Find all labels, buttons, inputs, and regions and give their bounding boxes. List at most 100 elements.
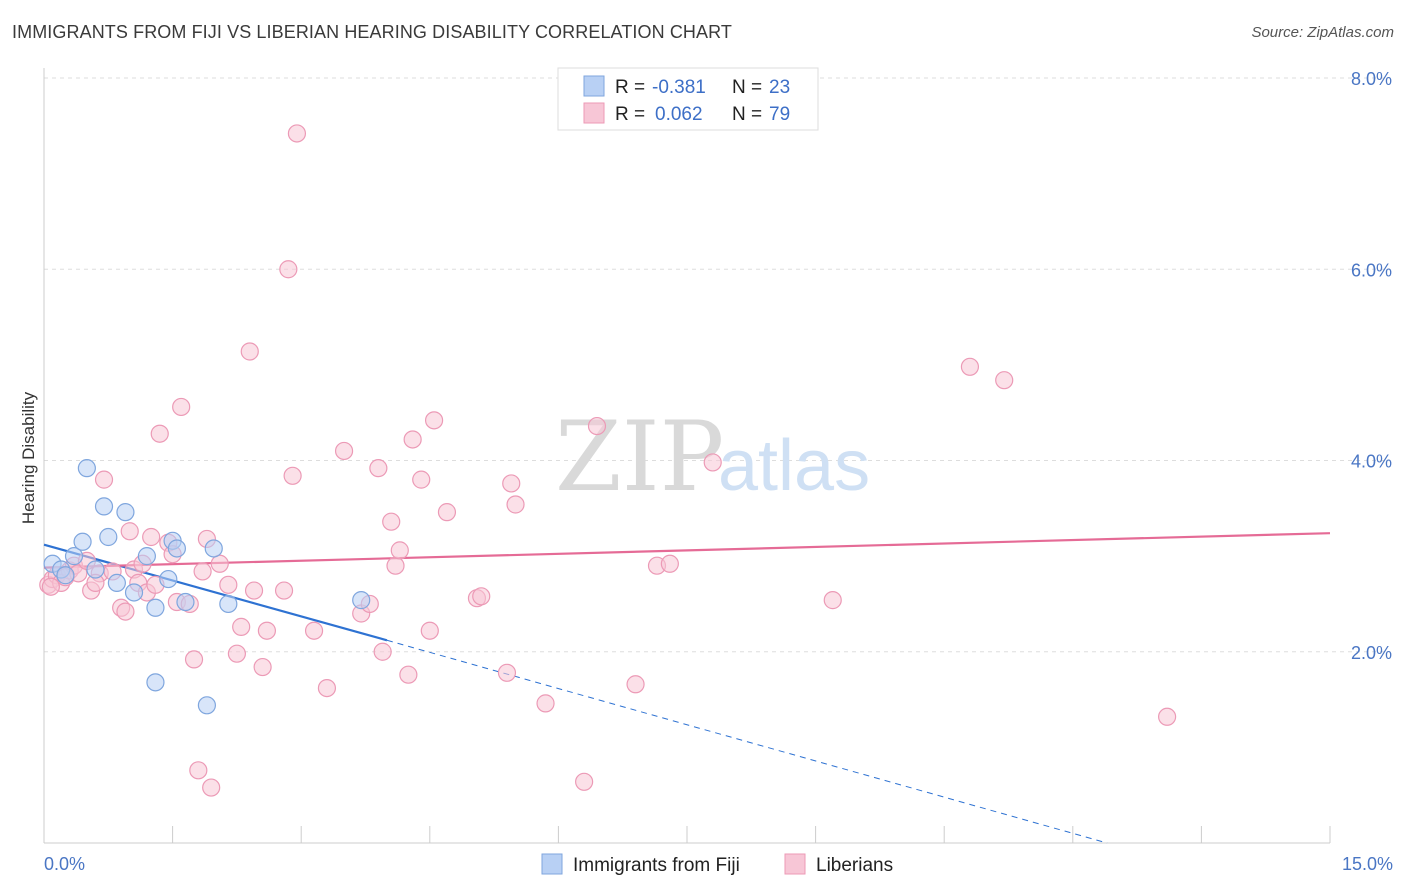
liberian-point [202,778,221,797]
bottom-legend-swatch-liberians [784,853,806,875]
fiji-point [86,560,105,579]
liberian-point [172,397,191,417]
liberian-point [506,495,525,514]
liberian-point [304,621,324,640]
x-tick-label: 15.0% [1342,854,1393,874]
liberian-point [386,556,405,575]
liberian-point [472,587,491,606]
liberian-point [120,522,139,541]
liberian-point [334,441,354,461]
legend-n-label-fiji: N = [732,77,762,98]
fiji-point [64,547,84,566]
legend-n-label-liberians: N = [732,104,762,125]
watermark-atlas: atlas [718,426,870,506]
x-tick-labels: 0.0% 15.0% [44,854,1393,874]
fiji-point [124,583,144,602]
fiji-point [73,532,92,551]
fiji-point [159,569,178,589]
bottom-legend-label-fiji: Immigrants from Fiji [573,855,740,876]
liberian-point [995,371,1014,390]
liberian-point [403,430,422,449]
axes [43,68,1331,844]
liberian-point [232,617,251,636]
legend-r-label-fiji: R = [615,77,645,98]
legend-r-label-liberians: R = [615,104,645,125]
liberian-point [41,577,60,596]
fiji-point [107,573,126,593]
series-legend: Immigrants from Fiji Liberians [541,853,893,876]
legend-swatch-liberians [583,102,605,124]
liberian-point [420,621,439,640]
fiji-point [94,497,114,516]
liberian-point [219,575,238,594]
liberian-point [575,772,594,791]
fiji-point [137,547,156,566]
fiji-point [99,527,118,547]
legend-n-value-liberians: 79 [769,104,790,125]
liberian-point [287,124,307,143]
trend-lines [43,532,1331,844]
y-axis-label: Hearing Disability [19,391,38,524]
liberian-point [390,541,409,560]
liberian-point [536,694,555,713]
liberian-point [703,453,722,472]
liberian-point [382,512,401,531]
liberian-point [317,678,337,698]
liberian-point [227,644,246,663]
fiji-point [167,539,186,558]
grid-lines [44,77,1390,653]
liberian-point [257,621,277,640]
liberian-point [369,459,388,478]
liberian-point [960,357,980,376]
fiji-point [204,539,223,558]
data-points [39,124,1177,797]
liberian-trend-line [43,532,1331,569]
correlation-legend: R = -0.381 N = 23 R = 0.062 N = 79 [557,67,819,131]
fiji-point [197,696,216,715]
fiji-trend-extension [386,639,1108,844]
liberian-point [142,527,161,547]
fiji-point [56,566,75,585]
liberian-point [1158,707,1177,726]
liberian-point [437,503,457,522]
liberian-point [587,416,607,436]
liberian-point [253,657,272,677]
fiji-point [219,594,238,614]
legend-r-value-fiji: -0.381 [652,77,706,98]
y-tick-labels: 2.0% 4.0% 6.0% 8.0% [1351,69,1392,663]
legend-n-value-fiji: 23 [769,77,790,98]
liberian-point [823,591,842,610]
liberian-point [412,470,431,489]
liberian-point [279,260,298,279]
fiji-point [146,598,165,617]
liberian-point [626,675,645,694]
x-tick-label: 0.0% [44,854,85,874]
liberian-point [150,424,169,443]
legend-r-value-liberians: 0.062 [655,104,703,125]
liberian-point [424,411,444,430]
fiji-point [176,592,195,612]
liberian-point [274,581,294,600]
y-tick-label: 6.0% [1351,260,1392,280]
liberian-point [399,665,418,684]
liberian-point [373,642,392,661]
liberian-point [283,466,302,485]
liberian-point [184,650,204,669]
liberian-point [240,342,259,361]
watermark-zip: ZIP [555,401,724,513]
legend-swatch-fiji [583,75,605,97]
fiji-point [146,673,165,692]
liberian-point [497,663,517,682]
liberian-point [660,554,679,573]
liberian-point [116,602,135,621]
y-tick-label: 2.0% [1351,643,1392,663]
liberian-point [244,581,264,600]
bottom-legend-swatch-fiji [541,853,563,875]
fiji-point [77,459,96,478]
fiji-trend-line [43,543,388,642]
liberian-point [502,474,521,493]
source-credit: Source: ZipAtlas.com [1251,24,1394,41]
liberian-point [189,761,208,780]
liberian-point [193,562,212,581]
